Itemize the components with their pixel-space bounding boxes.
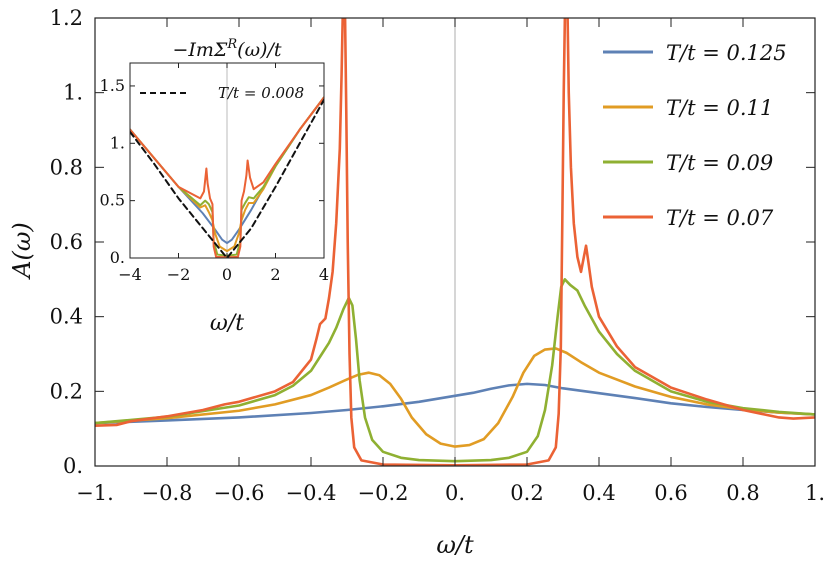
inset-ytick-label: 1. [110, 133, 125, 152]
main-series-t-t-0-11 [95, 347, 815, 448]
inset-title-prefix: −ImΣ [172, 39, 227, 61]
main-xtick-label: 0.6 [654, 481, 687, 505]
inset-legend-label-t-t-0-008: T/t = 0.008 [218, 84, 304, 102]
inset-xtick-label: −2 [167, 265, 191, 284]
inset-series-t-t-0-07 [130, 96, 324, 258]
main-legend-label-t-t-0-11: T/t = 0.11 [666, 96, 773, 120]
inset-xtick-label: 2 [270, 265, 280, 284]
inset-legend: T/t = 0.008 [140, 84, 304, 102]
inset-series-t-t-0-09 [130, 96, 324, 257]
inset-series-group [130, 96, 324, 258]
inset-ytick-label: 0. [110, 248, 125, 267]
main-legend-label-t-t-0-09: T/t = 0.09 [666, 151, 773, 175]
main-series-t-t-0-09 [95, 278, 815, 463]
main-y-axis-label: A(ω) [8, 222, 36, 280]
inset-series-t-t-0-11 [130, 96, 324, 253]
inset-ytick-label: 1.5 [100, 76, 125, 95]
inset-ytick-label: 0.5 [100, 191, 125, 210]
main-xtick-label: −0.2 [358, 481, 409, 505]
main-ticks: −1. −0.8 −0.6 −0.4 −0.2 0. 0.2 0.4 0.6 0.8 1.0.0.2… [50, 6, 825, 505]
main-xtick-label: 0.8 [726, 481, 759, 505]
inset-title: −ImΣR(ω)/t [172, 37, 281, 61]
inset-xtick-label: −4 [118, 265, 142, 284]
main-legend-label-t-t-0-07: T/t = 0.07 [666, 206, 774, 230]
main-xtick-label: 0. [445, 481, 465, 505]
main-xtick-label: −0.6 [214, 481, 265, 505]
inset-ticks: −4 −2 0 2 4 0. 0.5 1. 1.5 [100, 63, 329, 284]
main-ytick-label: 1. [63, 81, 83, 105]
main-xtick-label: 1. [805, 481, 825, 505]
main-legend-label-t-t-0-125: T/t = 0.125 [666, 41, 787, 65]
inset-series-t-t-0-008 [130, 98, 324, 258]
main-xtick-label: 0.4 [582, 481, 615, 505]
inset-plot: −4 −2 0 2 4 0. 0.5 1. 1.5 −ImΣR(ω)/t ω/t T/t = 0… [100, 37, 330, 336]
inset-xtick-label: 4 [319, 265, 329, 284]
main-plot: −1. −0.8 −0.6 −0.4 −0.2 0. 0.2 0.4 0.6 0.8 1.0.0.2… [8, 6, 825, 559]
main-xtick-label: 0.2 [510, 481, 543, 505]
inset-title-sup: R [226, 37, 237, 52]
main-xtick-label: −0.4 [286, 481, 337, 505]
main-ytick-label: 0.8 [50, 155, 83, 179]
main-xtick-label: −1. [76, 481, 114, 505]
main-ytick-label: 1.2 [50, 6, 83, 30]
main-ytick-label: 0. [63, 454, 83, 478]
main-x-axis-label: ω/t [436, 531, 474, 559]
main-ytick-label: 0.4 [50, 305, 83, 329]
main-ytick-label: 0.6 [50, 230, 83, 254]
inset-xtick-label: 0 [222, 265, 232, 284]
main-xtick-label: −0.8 [142, 481, 193, 505]
main-legend: T/t = 0.125 T/t = 0.11 T/t = 0.09 T/t = 0.0… [603, 41, 787, 230]
inset-title-suffix: (ω)/t [237, 39, 282, 61]
inset-x-axis-label: ω/t [210, 311, 244, 336]
main-ytick-label: 0.2 [50, 379, 83, 403]
main-series-t-t-0-125 [95, 382, 815, 425]
